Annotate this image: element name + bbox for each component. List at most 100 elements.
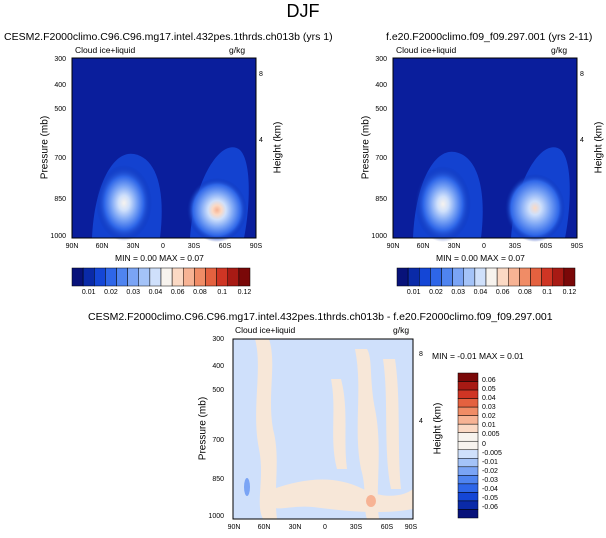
panel1-ytick-700: 700 — [54, 155, 66, 162]
panel3-warm-band-4 — [383, 359, 401, 489]
panel3-frame — [232, 338, 414, 520]
panel1-nh-cloud-core — [96, 165, 152, 241]
colorbar-left-label: 0.01 — [81, 289, 96, 296]
panel3-xtick-30s: 30S — [349, 524, 363, 531]
panel1-plot — [71, 57, 257, 242]
colorbar-diff-label: 0.06 — [482, 377, 496, 385]
colorbar-right — [396, 267, 576, 287]
panel3-xtick-30n: 30N — [288, 524, 302, 531]
colorbar-diff-swatch — [457, 492, 479, 502]
colorbar-diff-label: -0.005 — [482, 449, 502, 457]
panel2-minmax: MIN = 0.00 MAX = 0.07 — [436, 253, 525, 263]
panel3-plot — [232, 338, 414, 520]
panel3-xtick-0: 0 — [323, 524, 327, 531]
panel3-y2tick-8: 8 — [419, 351, 423, 358]
colorbar-diff-swatch — [457, 458, 479, 468]
colorbar-right-label: 0.01 — [406, 289, 421, 296]
panel3-ytick-300: 300 — [212, 336, 224, 343]
panel3-minmax: MIN = -0.01 MAX = 0.01 — [432, 351, 524, 361]
colorbar-diff-swatch — [457, 449, 479, 459]
colorbar-left-swatch — [171, 267, 184, 287]
colorbar-diff-swatch — [457, 509, 479, 519]
colorbar-left-swatch — [238, 267, 251, 287]
colorbar-right-swatch — [419, 267, 431, 287]
colorbar-right-swatch — [407, 267, 420, 287]
panel1-xtick-30n: 30N — [126, 243, 140, 250]
colorbar-diff-swatch — [457, 381, 479, 391]
colorbar-right-label: 0.03 — [451, 289, 465, 296]
panel1-title: CESM2.F2000climo.C96.C96.mg17.intel.432p… — [4, 31, 333, 43]
colorbar-diff-label: 0.05 — [482, 386, 496, 394]
colorbar-right-swatch — [530, 267, 542, 287]
panel1-frame — [71, 57, 257, 239]
panel2-ytick-700: 700 — [375, 155, 387, 162]
panel1-ytick-300: 300 — [54, 56, 66, 63]
colorbar-diff-label: -0.05 — [482, 494, 498, 502]
colorbar-diff-swatch — [457, 423, 479, 433]
colorbar-left-label: 0.03 — [126, 289, 140, 296]
panel3-y2-axis-title: Height (km) — [432, 402, 444, 455]
colorbar-right-swatch — [552, 267, 565, 287]
colorbar-diff-label: -0.01 — [482, 458, 498, 466]
colorbar-diff-label: -0.04 — [482, 485, 498, 493]
panel1-ytick-850: 850 — [54, 196, 66, 203]
panel2-xtick-30s: 30S — [508, 243, 522, 250]
colorbar-right-label: 0.08 — [518, 289, 532, 296]
colorbar-diff-swatch — [457, 398, 479, 408]
colorbar-diff-label: 0.01 — [482, 422, 496, 430]
panel2-frame — [392, 57, 578, 239]
colorbar-left-swatch — [82, 267, 95, 287]
panel1-xtick-30s: 30S — [187, 243, 201, 250]
colorbar-right-label: 0.1 — [542, 289, 553, 296]
colorbar-left-label: 0.04 — [148, 289, 163, 296]
panel3-xtick-60n: 60N — [257, 524, 271, 531]
colorbar-left-swatch — [205, 267, 217, 287]
colorbar-diff-label: 0.04 — [482, 395, 496, 403]
colorbar-diff-label: -0.03 — [482, 476, 498, 484]
panel1-sh-cloud-core — [187, 178, 247, 242]
panel2-units: g/kg — [551, 45, 568, 55]
panel3-ytick-1000: 1000 — [208, 513, 224, 520]
colorbar-left-swatch — [183, 267, 195, 287]
colorbar-right-swatch — [452, 267, 464, 287]
colorbar-diff-label: 0.03 — [482, 404, 496, 412]
colorbar-diff-swatch — [457, 500, 479, 510]
panel3-ytick-850: 850 — [212, 476, 224, 483]
colorbar-right-swatch — [474, 267, 487, 287]
panel1-y2tick-8: 8 — [259, 71, 263, 78]
colorbar-right-swatch — [485, 267, 498, 287]
panel3-negative-spot — [244, 478, 250, 496]
panel3-y2tick-4: 4 — [419, 418, 423, 425]
panel1-y2-axis-title: Height (km) — [272, 121, 284, 174]
panel3-positive-spot — [366, 495, 376, 507]
colorbar-right-swatch — [430, 267, 442, 287]
panel1-xtick-90n: 90N — [65, 243, 79, 250]
colorbar-right-label: 0.04 — [473, 289, 488, 296]
colorbar-diff-swatch — [457, 389, 479, 399]
panel1-xtick-60s: 60S — [218, 243, 232, 250]
colorbar-left-label: 0.02 — [104, 289, 118, 296]
colorbar-left-swatch — [71, 267, 84, 287]
colorbar-right-label: 0.02 — [429, 289, 443, 296]
colorbar-right-label: 0.06 — [495, 289, 510, 296]
colorbar-right-label: 0.12 — [562, 289, 577, 296]
panel1-y2tick-4: 4 — [259, 137, 263, 144]
colorbar-diff-swatch — [457, 483, 479, 493]
panel3-warm-band-2 — [331, 379, 347, 469]
colorbar-right-swatch — [541, 267, 553, 287]
panel3-xtick-60s: 60S — [380, 524, 394, 531]
colorbar-left-label: 0.1 — [217, 289, 228, 296]
colorbar-left-labels: 0.01 0.02 0.03 0.04 0.06 0.08 0.1 0.12 — [72, 289, 272, 299]
colorbar-diff-labels: 0.06 0.05 0.04 0.03 0.02 0.01 0.005 0 -0.005 -0.0… — [482, 373, 522, 518]
panel2-title: f.e20.F2000climo.f09_f09.297.001 (yrs 2-… — [386, 31, 593, 43]
colorbar-left-swatch — [116, 267, 128, 287]
panel2-ytick-1000: 1000 — [371, 233, 387, 240]
panel2-y-axis-title: Pressure (mb) — [360, 115, 372, 180]
panel3-ytick-500: 500 — [212, 387, 224, 394]
colorbar-left-swatch — [138, 267, 151, 287]
colorbar-diff-label: 0.02 — [482, 413, 496, 421]
panel1-ytick-500: 500 — [54, 106, 66, 113]
panel2-xtick-90n: 90N — [386, 243, 400, 250]
colorbar-diff-swatch — [457, 415, 479, 425]
panel1-units: g/kg — [229, 45, 246, 55]
